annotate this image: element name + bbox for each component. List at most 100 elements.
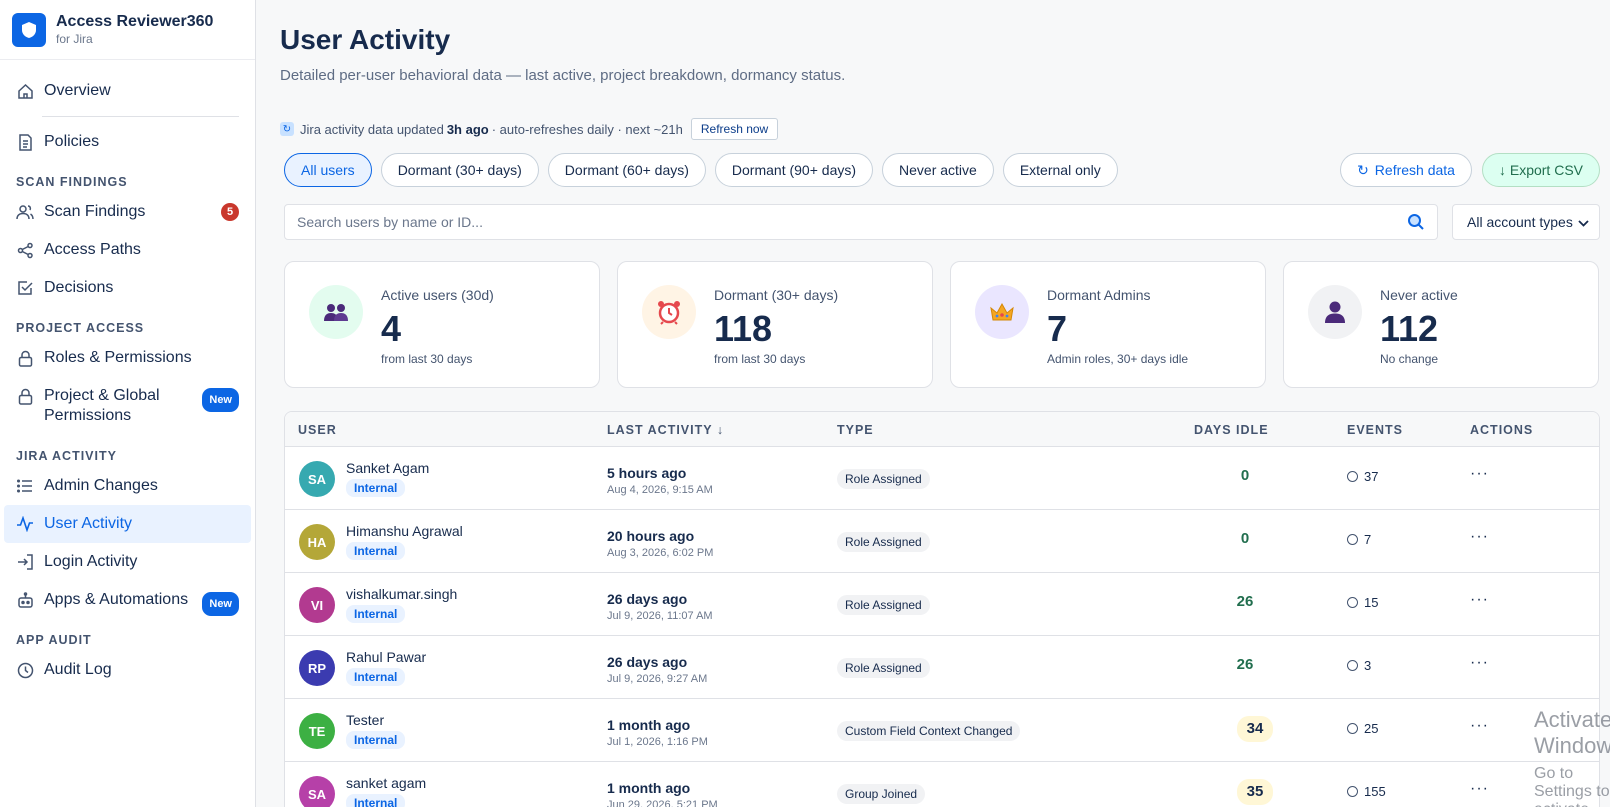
table-row[interactable]: VI vishalkumar.singh Internal 26 days ago Ju…: [285, 573, 1599, 636]
card-value: 112: [1380, 308, 1439, 349]
user-name[interactable]: Rahul Pawar: [346, 649, 427, 665]
events-count: 155: [1347, 784, 1386, 799]
search-icon[interactable]: [1407, 213, 1425, 231]
col-type[interactable]: TYPE: [837, 423, 874, 437]
sidebar-item-label-group: Project & Global Permissions: [44, 386, 160, 426]
row-actions-menu-icon[interactable]: ···: [1470, 528, 1489, 545]
row-actions-menu-icon[interactable]: ···: [1470, 780, 1489, 797]
avatar-initials: SA: [307, 786, 327, 802]
last-activity-date: Jul 1, 2026, 1:16 PM: [607, 736, 708, 748]
col-last-activity[interactable]: LAST ACTIVITY ↓: [607, 423, 725, 437]
sidebar-item-roles-permissions[interactable]: Roles & Permissions: [4, 339, 251, 377]
last-activity-date: Aug 4, 2026, 9:15 AM: [607, 484, 713, 496]
activity-icon: [16, 514, 34, 534]
search-bar: [284, 204, 1438, 240]
filter-dormant-90[interactable]: Dormant (90+ days): [714, 153, 874, 187]
card-label: Never active: [1380, 287, 1458, 303]
filter-external-only[interactable]: External only: [1002, 153, 1118, 187]
col-events[interactable]: EVENTS: [1347, 423, 1404, 437]
sidebar-item-decisions[interactable]: Decisions: [4, 269, 251, 307]
sidebar-item-user-activity[interactable]: User Activity: [4, 505, 251, 543]
sidebar-item-overview[interactable]: Overview: [4, 72, 251, 110]
sidebar-item-apps-automations[interactable]: Apps & Automations New: [4, 581, 251, 619]
card-value: 4: [381, 308, 402, 349]
card-note: Admin roles, 30+ days idle: [1047, 352, 1189, 366]
table-row[interactable]: TE Tester Internal 1 month ago Jul 1, 2026, …: [285, 699, 1599, 762]
col-days-idle[interactable]: DAYS IDLE: [1194, 423, 1269, 437]
table-row[interactable]: HA Himanshu Agrawal Internal 20 hours ago Au…: [285, 510, 1599, 573]
filter-never-active[interactable]: Never active: [882, 153, 994, 187]
activity-type-badge: Role Assigned: [837, 595, 930, 615]
filter-dormant-60[interactable]: Dormant (60+ days): [547, 153, 706, 187]
days-idle-value: 26: [1236, 656, 1254, 673]
export-csv-button[interactable]: ↓ Export CSV: [1481, 153, 1600, 187]
account-type-value: All account types: [1467, 214, 1573, 230]
refresh-icon: ↻: [1357, 161, 1369, 178]
sidebar-item-login-activity[interactable]: Login Activity: [4, 543, 251, 581]
card-label: Dormant Admins: [1047, 287, 1151, 303]
sidebar-item-label: Access Paths: [44, 241, 141, 258]
events-value: 155: [1364, 784, 1386, 799]
days-idle-value: 0: [1240, 467, 1250, 484]
avatar: VI: [299, 587, 335, 623]
activity-type-badge: Role Assigned: [837, 532, 930, 552]
events-count: 25: [1347, 721, 1378, 736]
avatar-initials: TE: [308, 723, 326, 739]
avatar: HA: [299, 524, 335, 560]
row-actions-menu-icon[interactable]: ···: [1470, 717, 1489, 734]
filter-dormant-30[interactable]: Dormant (30+ days): [380, 153, 539, 187]
row-actions-menu-icon[interactable]: ···: [1470, 654, 1489, 671]
col-actions: ACTIONS: [1470, 423, 1534, 437]
card-dormant-30: Dormant (30+ days) 118 from last 30 days: [617, 261, 933, 388]
sidebar-item-label: User Activity: [44, 515, 133, 532]
sidebar-item-project-global-permissions[interactable]: Project & Global Permissions New: [4, 377, 251, 435]
document-icon: [16, 132, 34, 152]
user-name[interactable]: vishalkumar.singh: [346, 586, 458, 602]
events-count: 7: [1347, 532, 1371, 547]
refresh-now-button[interactable]: Refresh now: [690, 118, 779, 140]
sidebar-item-label: Project & Global: [44, 387, 160, 404]
lock-icon: [16, 348, 34, 368]
sidebar-item-scan-findings[interactable]: Scan Findings 5: [4, 193, 251, 231]
user-name[interactable]: sanket agam: [346, 775, 427, 791]
row-actions-menu-icon[interactable]: ···: [1470, 465, 1489, 482]
account-type-select[interactable]: All account types: [1452, 204, 1600, 240]
events-value: 37: [1364, 469, 1379, 484]
events-value: 7: [1364, 532, 1372, 547]
user-name[interactable]: Sanket Agam: [346, 460, 430, 476]
table-body: SA Sanket Agam Internal 5 hours ago Aug 4, 2…: [285, 447, 1599, 807]
user-name[interactable]: Himanshu Agrawal: [346, 523, 463, 539]
filter-all-users[interactable]: All users: [284, 153, 372, 187]
home-icon: [16, 81, 34, 101]
section-project-access: PROJECT ACCESS: [16, 321, 145, 335]
app-subtitle: for Jira: [56, 31, 93, 46]
sidebar-item-label: Audit Log: [44, 661, 112, 678]
avatar-initials: SA: [307, 471, 327, 487]
filter-chips: All users Dormant (30+ days) Dormant (60…: [284, 153, 1118, 187]
sidebar-item-admin-changes[interactable]: Admin Changes: [4, 467, 251, 505]
table-row[interactable]: RP Rahul Pawar Internal 26 days ago Jul 9, 2…: [285, 636, 1599, 699]
table-row[interactable]: SA sanket agam Internal 1 month ago Jun 29, …: [285, 762, 1599, 807]
search-input[interactable]: [297, 214, 1407, 230]
card-dormant-admins: Dormant Admins 7 Admin roles, 30+ days i…: [950, 261, 1266, 388]
sync-age: 3h ago: [446, 121, 489, 137]
sidebar-item-access-paths[interactable]: Access Paths: [4, 231, 251, 269]
last-activity-date: Jun 29, 2026, 5:21 PM: [607, 799, 718, 807]
table-row[interactable]: SA Sanket Agam Internal 5 hours ago Aug 4, 2…: [285, 447, 1599, 510]
user-name[interactable]: Tester: [346, 712, 385, 728]
card-value: 7: [1047, 308, 1068, 349]
events-icon: [1347, 471, 1358, 482]
sidebar-item-audit-log[interactable]: Audit Log: [4, 651, 251, 689]
crown-icon: [975, 285, 1029, 339]
col-user[interactable]: USER: [298, 423, 337, 437]
brand-header[interactable]: Access Reviewer360 for Jira: [0, 0, 255, 60]
row-actions-menu-icon[interactable]: ···: [1470, 591, 1489, 608]
clock-icon: [16, 660, 34, 680]
events-icon: [1347, 723, 1358, 734]
sidebar-item-policies[interactable]: Policies: [4, 123, 251, 161]
sidebar-item-label: Policies: [44, 133, 100, 150]
card-label: Dormant (30+ days): [714, 287, 839, 303]
last-activity-date: Aug 3, 2026, 6:02 PM: [607, 547, 714, 559]
card-active-users: Active users (30d) 4 from last 30 days: [284, 261, 600, 388]
refresh-data-button[interactable]: ↻ Refresh data: [1340, 153, 1472, 187]
